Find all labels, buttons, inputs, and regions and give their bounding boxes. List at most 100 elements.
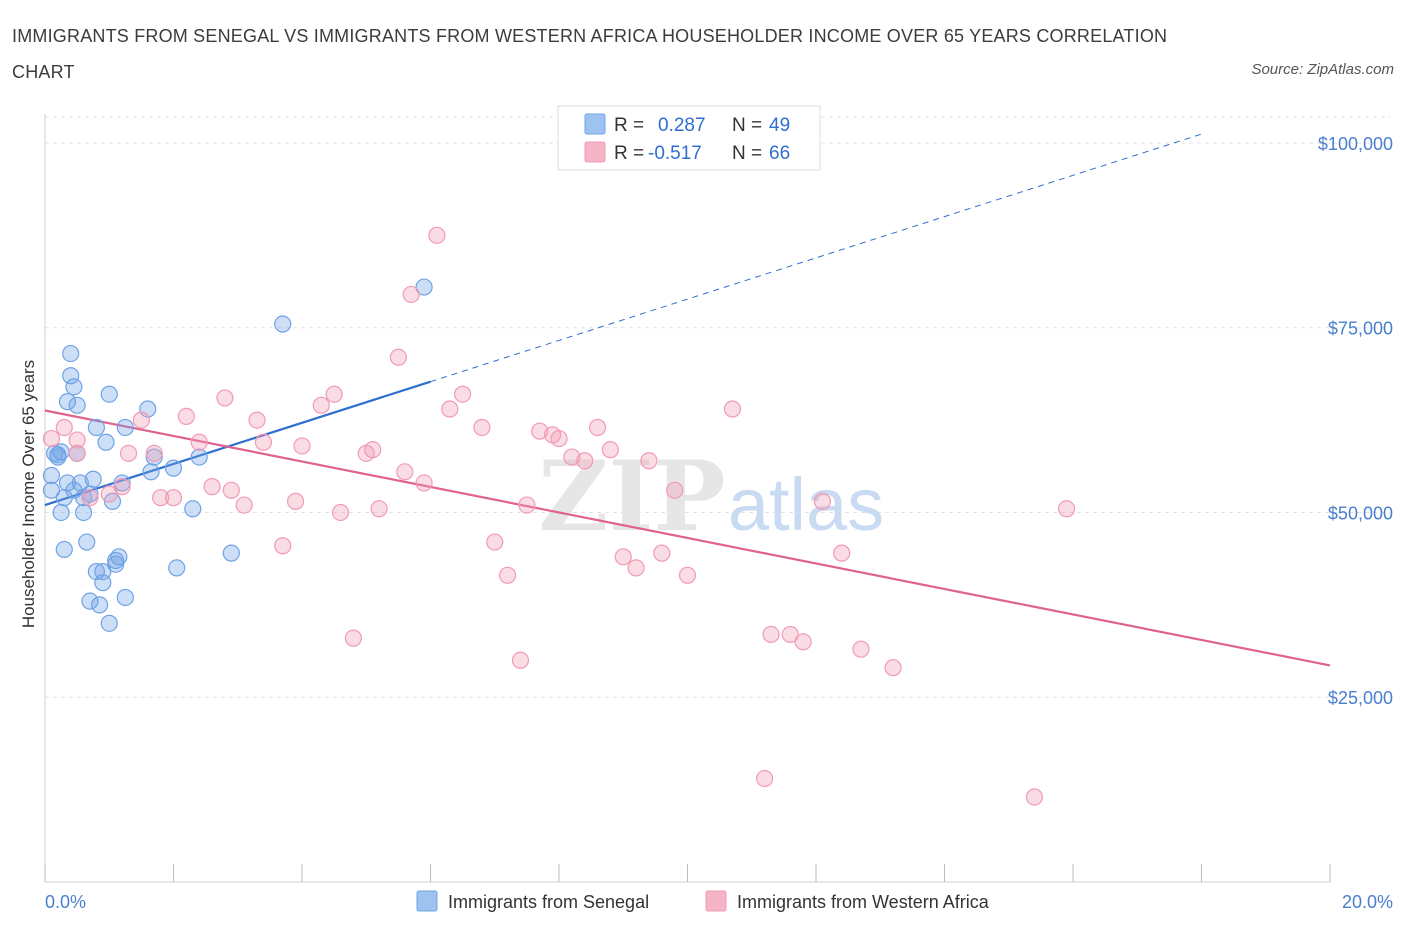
point-senegal-4 [52, 503, 70, 522]
x-tick-label-left: 0.0% [45, 892, 86, 912]
point-western-africa-11 [177, 407, 195, 425]
point-western-africa-37 [486, 533, 504, 551]
point-western-africa-28 [370, 500, 388, 518]
point-western-africa-25 [344, 629, 362, 647]
point-senegal-1 [42, 466, 61, 485]
point-senegal-11 [65, 378, 83, 396]
point-western-africa-43 [550, 429, 568, 448]
point-western-africa-41 [531, 422, 549, 440]
point-western-africa-21 [293, 437, 311, 455]
point-western-africa-58 [794, 633, 812, 651]
grid [45, 116, 1390, 698]
point-senegal-41 [222, 544, 240, 562]
point-senegal-31 [110, 548, 128, 566]
point-senegal-12 [68, 396, 86, 414]
point-senegal-10 [62, 344, 80, 363]
point-western-africa-6 [119, 444, 138, 462]
point-senegal-17 [78, 533, 96, 551]
point-western-africa-16 [235, 496, 253, 514]
point-senegal-46 [81, 485, 99, 503]
point-western-africa-51 [653, 544, 671, 562]
point-western-africa-23 [325, 385, 343, 403]
point-western-africa-7 [132, 411, 150, 429]
point-senegal-0 [42, 481, 61, 499]
point-senegal-39 [184, 500, 202, 518]
point-senegal-34 [116, 418, 134, 437]
point-western-africa-34 [441, 400, 459, 418]
point-western-africa-8 [145, 444, 163, 462]
trend-line-senegal [44, 380, 431, 507]
point-western-africa-17 [248, 411, 266, 429]
point-western-africa-1 [55, 418, 73, 437]
trend-lines [44, 133, 1331, 667]
legend-n-value-western-africa: 66 [769, 143, 790, 164]
point-senegal-38 [168, 559, 186, 577]
point-senegal-24 [94, 574, 112, 592]
point-western-africa-19 [274, 537, 292, 555]
legend-r-value-western-africa: -0.517 [648, 143, 702, 164]
chart-title: IMMIGRANTS FROM SENEGAL VS IMMIGRANTS FR… [12, 26, 1168, 82]
point-western-africa-35 [454, 385, 472, 403]
point-western-africa-45 [576, 452, 594, 470]
point-western-africa-55 [755, 769, 774, 788]
y-axis-label: Householder Income Over 65 years [19, 360, 38, 628]
legend-r-label-senegal: R = [614, 115, 644, 136]
trend-extension-senegal [430, 133, 1202, 383]
point-western-africa-5 [113, 478, 131, 496]
point-western-africa-30 [396, 463, 414, 481]
watermark-zip: ZIP [538, 440, 725, 553]
point-western-africa-49 [627, 559, 645, 577]
point-western-africa-15 [222, 481, 240, 499]
point-senegal-48 [52, 443, 70, 461]
y-tick-label-0: $25,000 [1328, 688, 1393, 708]
point-western-africa-65 [68, 431, 86, 449]
legend-bottom-label-senegal: Immigrants from Senegal [448, 892, 649, 912]
y-tick-label-3: $100,000 [1318, 134, 1393, 154]
point-western-africa-40 [518, 496, 536, 514]
point-western-africa-54 [723, 400, 742, 418]
point-senegal-27 [100, 385, 118, 403]
point-senegal-33 [116, 588, 134, 607]
point-western-africa-53 [678, 566, 697, 584]
point-western-africa-46 [588, 418, 607, 437]
point-western-africa-36 [473, 418, 491, 437]
watermark-atlas: atlas [728, 463, 884, 546]
point-senegal-6 [55, 540, 73, 559]
point-western-africa-57 [781, 625, 799, 644]
point-western-africa-62 [884, 659, 902, 677]
point-western-africa-52 [666, 481, 684, 499]
legend-n-label-senegal: N = [732, 115, 762, 136]
point-senegal-43 [415, 278, 433, 296]
axes [44, 114, 1331, 883]
legend-bottom-swatch-western-africa [705, 890, 727, 912]
point-western-africa-3 [81, 489, 99, 507]
point-western-africa-56 [762, 625, 780, 644]
point-western-africa-13 [203, 478, 221, 496]
point-western-africa-50 [640, 452, 658, 470]
point-senegal-37 [164, 459, 183, 477]
point-western-africa-39 [511, 651, 530, 669]
point-western-africa-47 [601, 441, 620, 459]
point-western-africa-20 [286, 492, 305, 510]
point-senegal-22 [87, 418, 106, 437]
point-senegal-47 [142, 463, 160, 481]
legend-bottom-label-western-africa: Immigrants from Western Africa [737, 892, 990, 912]
point-senegal-42 [274, 315, 292, 333]
legend-top: R = 0.287 N = 49 R = -0.517 N = 66 [557, 105, 821, 171]
point-western-africa-44 [563, 448, 581, 466]
legend-bottom-swatch-senegal [416, 890, 438, 912]
point-western-africa-9 [152, 489, 170, 507]
point-senegal-16 [74, 503, 93, 522]
point-western-africa-10 [164, 489, 183, 507]
point-western-africa-27 [364, 441, 382, 459]
legend-swatch-western-africa [584, 141, 606, 163]
point-western-africa-29 [389, 348, 407, 366]
y-tick-labels: $25,000 $50,000 $75,000 $100,000 [1318, 134, 1393, 708]
point-western-africa-24 [331, 503, 350, 522]
data-points [42, 226, 1076, 806]
point-western-africa-38 [499, 566, 517, 584]
point-senegal-45 [65, 481, 83, 499]
point-senegal-40 [190, 448, 208, 466]
point-senegal-44 [49, 446, 67, 464]
